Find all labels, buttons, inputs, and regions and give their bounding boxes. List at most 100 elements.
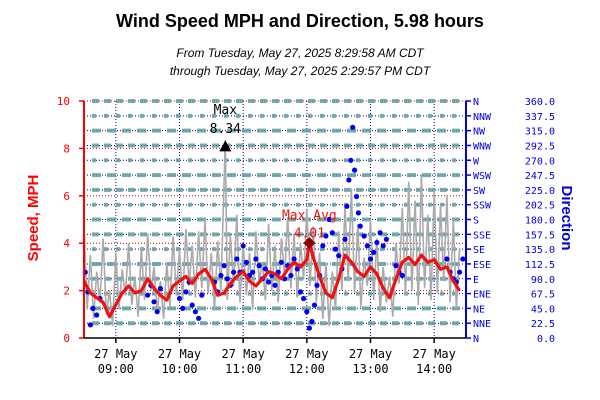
direction-point <box>301 295 307 302</box>
x-tick-label-date: 27 May <box>349 347 392 361</box>
direction-point <box>374 239 380 246</box>
max-value: 8.34 <box>210 122 241 137</box>
y-tick-label-left: 6 <box>63 190 70 203</box>
direction-point <box>240 243 246 249</box>
max-marker <box>219 140 232 152</box>
y-tick-label-right-degrees: 157.5 <box>525 230 555 241</box>
direction-point <box>90 305 96 311</box>
max-avg-value: 4.01 <box>294 226 325 241</box>
x-tick-label-time: 14:00 <box>416 362 452 376</box>
max-label: Max <box>214 103 238 118</box>
x-tick-label-date: 27 May <box>94 347 137 361</box>
y-tick-label-right-degrees: 202.5 <box>525 201 555 212</box>
direction-point <box>221 263 227 269</box>
y-tick-label-right-degrees: 270.0 <box>525 156 555 167</box>
y-tick-label-right-degrees: 45.0 <box>531 304 555 315</box>
direction-point <box>231 269 237 275</box>
y-tick-label-right-name: SE <box>473 245 485 256</box>
direction-point <box>157 286 163 292</box>
y-tick-label-right-name: ENE <box>473 290 491 301</box>
y-tick-label-right-degrees: 292.5 <box>525 141 555 152</box>
y-tick-label-right-degrees: 360.0 <box>525 97 555 108</box>
direction-point <box>192 309 198 315</box>
direction-point <box>380 243 386 249</box>
direction-point <box>183 289 189 295</box>
direction-point <box>320 243 326 249</box>
y-tick-label-right-name: E <box>473 275 479 286</box>
direction-point <box>399 272 405 279</box>
y-tick-label-left: 2 <box>63 285 70 298</box>
direction-series <box>82 124 466 331</box>
x-tick-label-date: 27 May <box>285 347 328 361</box>
direction-point <box>151 299 157 305</box>
direction-point <box>288 272 294 279</box>
direction-point <box>250 269 256 275</box>
x-tick-label-date: 27 May <box>158 347 201 361</box>
y-tick-label-left: 4 <box>63 237 70 250</box>
max-avg-label: Max Avg <box>282 209 337 224</box>
direction-point <box>218 272 224 279</box>
y-tick-label-right-degrees: 135.0 <box>525 245 555 256</box>
direction-point <box>364 243 370 249</box>
wind-speed-line <box>83 140 461 327</box>
x-tick-label-time: 09:00 <box>98 362 134 376</box>
y-tick-label-right-name: SSE <box>473 230 491 241</box>
direction-point <box>353 193 360 200</box>
direction-point <box>444 256 450 262</box>
direction-point <box>304 309 310 315</box>
direction-point <box>253 256 259 262</box>
direction-point <box>457 269 463 275</box>
y-tick-label-right-name: NNW <box>473 112 492 123</box>
direction-point <box>145 292 151 298</box>
direction-point <box>266 279 272 285</box>
direction-point <box>306 325 312 331</box>
x-tick-label-time: 13:00 <box>352 362 388 376</box>
direction-point <box>256 263 262 269</box>
direction-point <box>234 256 240 262</box>
direction-point <box>294 266 300 272</box>
y-tick-label-right-name: NNE <box>473 319 491 330</box>
direction-point <box>180 305 186 311</box>
direction-point <box>348 157 354 163</box>
y-tick-label-right-name: NE <box>473 304 485 315</box>
direction-point <box>367 256 374 262</box>
direction-point <box>342 236 348 242</box>
direction-point <box>344 203 350 209</box>
x-tick-label-time: 12:00 <box>289 362 325 376</box>
y-tick-label-right-degrees: 315.0 <box>525 127 555 138</box>
y-axis-right-label: Direction <box>558 185 575 250</box>
x-tick-label-date: 27 May <box>412 347 455 361</box>
wind-speed-series <box>83 140 461 327</box>
y-tick-label-left: 8 <box>63 142 70 155</box>
direction-point <box>311 302 318 308</box>
y-tick-label-right-name: N <box>473 97 479 108</box>
y-tick-label-right-name: W <box>473 156 480 167</box>
annotations: Max 8.34 Max Avg 4.01 <box>210 103 337 249</box>
direction-point <box>336 253 342 259</box>
chart-subtitle-from: From Tuesday, May 27, 2025 8:29:58 AM CD… <box>176 46 425 60</box>
direction-point <box>243 259 249 265</box>
y-tick-label-right-degrees: 180.0 <box>525 216 555 227</box>
y-tick-label-right-degrees: 22.5 <box>531 319 555 330</box>
y-tick-label-right-degrees: 112.5 <box>525 260 555 271</box>
y-tick-label-right-degrees: 0.0 <box>537 334 555 345</box>
direction-point <box>297 289 304 295</box>
axes: 0 2 4 6 8 10 N 0.0 NNE 22.5 NE 45.0 ENE 67.5 E 90.0 ESE 1… <box>57 95 555 376</box>
direction-point <box>278 259 284 265</box>
direction-point <box>291 256 297 262</box>
direction-point <box>87 322 93 328</box>
y-tick-label-right-name: ESE <box>473 260 491 271</box>
y-tick-label-right-name: NW <box>473 127 486 138</box>
direction-point <box>346 177 352 183</box>
y-tick-label-right-name: SSW <box>473 201 492 212</box>
y-tick-label-right-degrees: 90.0 <box>531 275 555 286</box>
direction-point <box>94 312 100 318</box>
direction-point <box>272 282 278 288</box>
y-tick-label-right-name: S <box>473 216 479 227</box>
direction-point <box>350 124 356 130</box>
direction-point <box>357 223 363 229</box>
direction-point <box>371 249 377 255</box>
max-avg-marker <box>303 236 316 249</box>
direction-point <box>314 282 320 288</box>
